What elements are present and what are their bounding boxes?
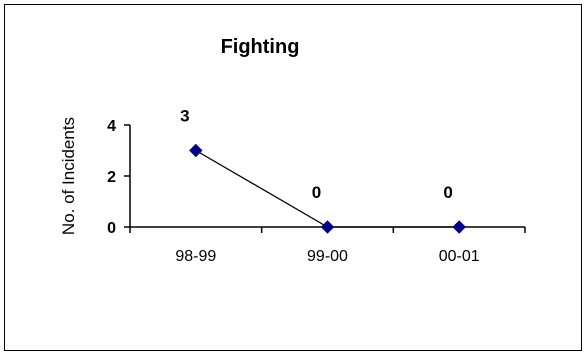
y-tick-label: 0 [107, 220, 116, 237]
data-label: 3 [180, 107, 189, 126]
y-axis-label: No. of Incidents [59, 117, 78, 235]
data-point-marker [189, 143, 203, 158]
chart-frame [4, 4, 582, 351]
tick-labels: 0 2 4 98-99 99-00 00-01 [107, 118, 480, 265]
x-tick-label: 99-00 [307, 248, 348, 265]
data-label: 0 [443, 183, 452, 202]
data-point-marker [320, 220, 335, 234]
series-group: 3 0 0 [180, 107, 466, 234]
data-label: 0 [312, 183, 321, 202]
chart-title: Fighting [221, 36, 300, 58]
data-point-marker [452, 220, 466, 234]
x-tick-label: 00-01 [439, 248, 480, 265]
y-tick-label: 2 [107, 169, 116, 186]
series-line [195, 149, 460, 228]
axes [124, 124, 526, 233]
y-tick-label: 4 [107, 118, 116, 135]
x-tick-label: 98-99 [175, 248, 216, 265]
